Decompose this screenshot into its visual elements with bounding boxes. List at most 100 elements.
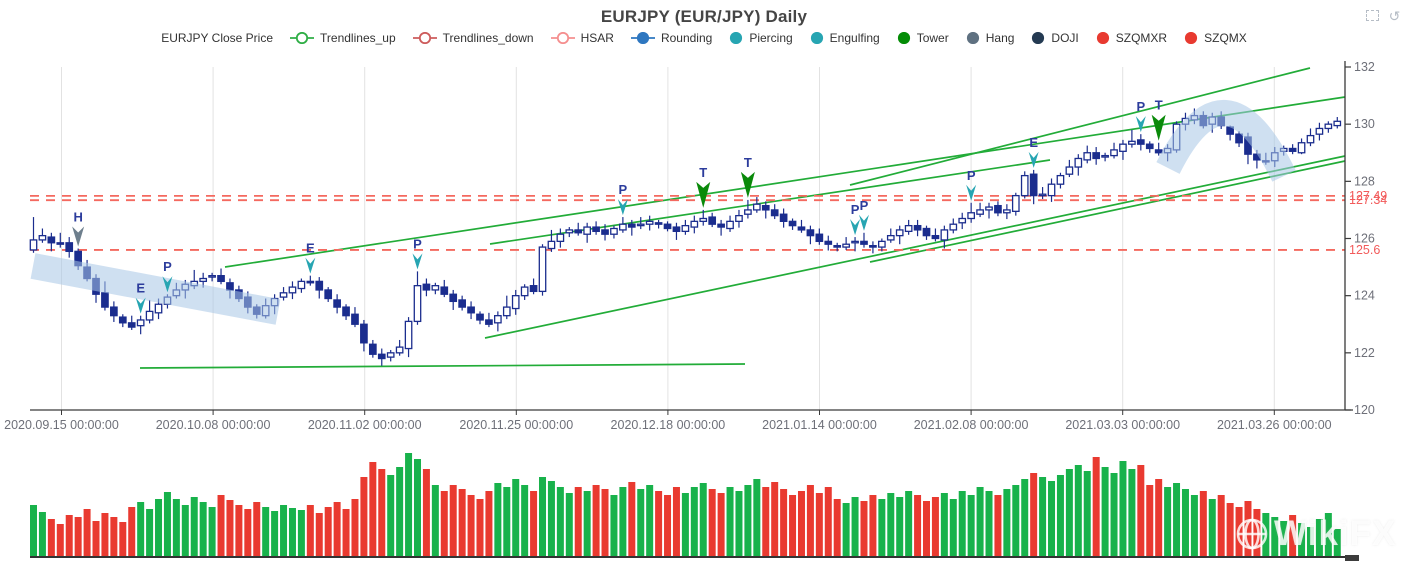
- candle-body: [538, 246, 547, 293]
- volume-bar: [815, 493, 823, 557]
- x-tick-label: 2020.11.02 00:00:00: [308, 418, 422, 432]
- x-tick-label: 2021.03.26 00:00:00: [1217, 418, 1332, 432]
- volume-bar: [780, 489, 788, 557]
- pattern-letter: P: [1136, 99, 1145, 114]
- volume-bar: [1056, 475, 1064, 557]
- volume-bar: [539, 477, 547, 557]
- volume-bar: [65, 515, 73, 557]
- volume-bar: [1280, 521, 1288, 557]
- legend-item-rounding[interactable]: Rounding: [630, 31, 712, 45]
- legend-item-label: Trendlines_up: [320, 31, 396, 45]
- pattern-letter: T: [1155, 98, 1163, 113]
- candle-body: [324, 289, 333, 300]
- legend-item-engulfing[interactable]: Engulfing: [810, 31, 880, 45]
- volume-bar: [860, 501, 868, 557]
- candle-body: [976, 209, 984, 215]
- hang-arrow-icon: [72, 226, 85, 247]
- legend-item-label: SZQMXR: [1115, 31, 1168, 45]
- volume-bar: [1030, 473, 1038, 557]
- trendline: [849, 67, 1311, 186]
- legend-item-hang[interactable]: Hang: [966, 31, 1014, 45]
- restore-icon[interactable]: ↺: [1388, 7, 1401, 24]
- volume-bar: [646, 485, 654, 557]
- legend-item-doji[interactable]: DOJI: [1031, 31, 1079, 45]
- candle-body: [1092, 152, 1101, 160]
- piercing-arrow-icon: [1135, 116, 1146, 133]
- volume-bar: [485, 491, 493, 557]
- volume-bar: [253, 502, 261, 557]
- tower-arrow-icon: [740, 171, 755, 198]
- candle-body: [815, 233, 824, 243]
- volume-bar: [315, 513, 323, 557]
- volume-bar: [771, 482, 779, 557]
- legend-item-label: Engulfing: [829, 31, 880, 45]
- volume-bar: [681, 493, 689, 557]
- candle-body: [547, 240, 556, 250]
- candle-body: [994, 204, 1002, 214]
- engulfing-arrow-icon: [135, 297, 146, 314]
- volume-bar: [262, 507, 270, 557]
- pattern-letter: P: [967, 168, 976, 183]
- candle-body: [288, 286, 297, 294]
- volume-bar: [601, 489, 609, 557]
- engulfing-arrow-icon: [305, 257, 316, 274]
- volume-bar: [1298, 523, 1306, 557]
- candle-body: [377, 353, 386, 360]
- volume-bar: [1074, 465, 1082, 557]
- legend-marker-icon: [290, 32, 315, 44]
- volume-bar: [422, 469, 430, 557]
- candle-body: [824, 240, 833, 245]
- candle-body: [779, 213, 788, 222]
- volume-bar: [1155, 479, 1163, 557]
- candle-body: [1074, 157, 1083, 168]
- candle-body: [752, 203, 761, 211]
- candle-body: [38, 234, 47, 241]
- candle-body: [1333, 120, 1342, 127]
- volume-bar: [137, 502, 145, 557]
- legend-item-hsar[interactable]: HSAR: [550, 31, 614, 45]
- volume-bar: [547, 481, 555, 557]
- x-tick-label: 2020.09.15 00:00:00: [4, 418, 119, 432]
- volume-bar: [56, 524, 64, 557]
- legend-item-trendlines-down[interactable]: Trendlines_down: [412, 31, 534, 45]
- volume-bar: [297, 510, 305, 557]
- candle-body: [1306, 134, 1315, 144]
- volume-bar: [869, 495, 877, 557]
- candle-body: [1154, 149, 1163, 154]
- candle-body: [360, 323, 368, 344]
- piercing-arrow-icon: [412, 253, 423, 270]
- volume-bar: [190, 497, 198, 557]
- legend-item-piercing[interactable]: Piercing: [729, 31, 793, 45]
- legend-item-tower[interactable]: Tower: [897, 31, 949, 45]
- legend-item-label: EURJPY Close Price: [161, 31, 274, 45]
- rounding-ribbon: [30, 253, 281, 325]
- legend-item-szqmxr[interactable]: SZQMXR: [1096, 31, 1167, 45]
- volume-bar: [1244, 501, 1252, 557]
- candle-body: [610, 227, 618, 235]
- volume-bar: [565, 493, 573, 557]
- candle-body: [1128, 140, 1136, 145]
- legend-item-eurjpy-close-price[interactable]: EURJPY Close Price: [161, 31, 273, 45]
- volume-bar: [512, 479, 520, 557]
- volume-bar: [1289, 515, 1297, 557]
- candle-body: [386, 352, 395, 358]
- volume-bar: [405, 453, 413, 557]
- volume-bar: [610, 495, 618, 557]
- candle-body: [770, 209, 779, 217]
- legend-item-label: Tower: [916, 31, 949, 45]
- candle-body: [1011, 194, 1020, 212]
- volume-bar: [1119, 461, 1127, 557]
- volume-bar: [1217, 495, 1225, 557]
- candle-body: [333, 299, 341, 308]
- legend-item-szqmx[interactable]: SZQMX: [1184, 31, 1247, 45]
- candle-body: [110, 306, 118, 317]
- volume-bar: [280, 505, 288, 557]
- volume-bar: [155, 499, 163, 557]
- data-zoom-icon[interactable]: [1365, 8, 1380, 23]
- legend-item-trendlines-up[interactable]: Trendlines_up: [290, 31, 396, 45]
- candle-body: [217, 275, 225, 283]
- volume-bar: [1039, 477, 1047, 557]
- candle-body: [199, 277, 208, 283]
- candle-body: [1119, 143, 1127, 152]
